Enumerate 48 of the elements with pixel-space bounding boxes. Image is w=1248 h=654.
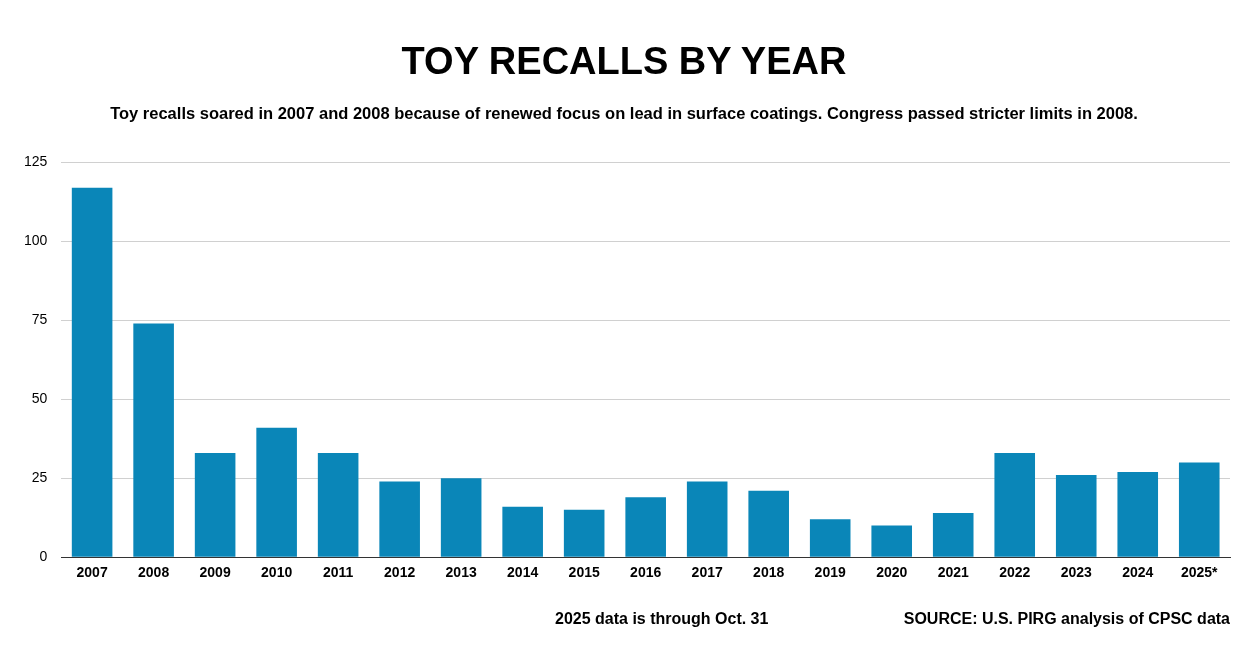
x-tick-label: 2018 — [753, 564, 785, 581]
x-tick-label: 2023 — [1060, 564, 1093, 581]
x-tick-label: 2017 — [691, 564, 723, 581]
bar — [748, 490, 789, 557]
bar — [994, 452, 1036, 557]
x-tick-label: 2009 — [199, 564, 231, 581]
bar — [809, 519, 851, 557]
y-tick-label: 50 — [31, 390, 48, 407]
source-note: SOURCE: U.S. PIRG analysis of CPSC data — [903, 610, 1230, 628]
bar — [256, 427, 297, 557]
bar — [1178, 462, 1220, 557]
chart-subtitle: Toy recalls soared in 2007 and 2008 because of renewed focus on lead in surface coatings. Congress passed stricter limits in 2008. — [109, 104, 1139, 123]
bar — [1055, 475, 1097, 557]
y-tick-label: 100 — [24, 232, 48, 249]
bar — [133, 323, 174, 557]
y-tick-label: 125 — [24, 153, 48, 170]
bar — [932, 512, 974, 557]
chart-title: TOY RECALLS BY YEAR — [400, 40, 848, 83]
x-tick-label: 2021 — [937, 564, 969, 581]
x-tick-label: 2011 — [322, 564, 354, 581]
y-tick-label: 75 — [31, 311, 48, 328]
x-tick-label: 2014 — [507, 564, 539, 581]
x-tick-label: 2013 — [445, 564, 477, 581]
text: 2025 data is through Oct. 31 — [555, 610, 769, 628]
x-tick-label: 2016 — [630, 564, 662, 581]
x-tick-label: 2007 — [76, 564, 108, 581]
x-tick-label: 2025* — [1180, 564, 1219, 581]
bar — [686, 481, 728, 557]
x-tick-label: 2024 — [1122, 564, 1154, 581]
x-tick-label: 2020 — [876, 564, 908, 581]
bar — [379, 481, 420, 557]
bar — [194, 452, 236, 557]
x-tick-label: 2012 — [384, 564, 416, 581]
bar — [1117, 471, 1159, 557]
bar — [71, 187, 113, 557]
bar — [502, 506, 543, 557]
x-tick-label: 2008 — [138, 564, 170, 581]
bar — [440, 478, 482, 557]
x-tick-label: 2019 — [814, 564, 846, 581]
x-tick-label: 2010 — [261, 564, 293, 581]
x-tick-label: 2022 — [999, 564, 1031, 581]
x-tick-label: 2015 — [568, 564, 600, 581]
bar — [625, 497, 666, 557]
bar — [317, 452, 359, 557]
y-tick-label: 25 — [31, 469, 48, 486]
y-tick-label: 0 — [39, 548, 48, 565]
bar — [563, 509, 605, 557]
bar — [871, 525, 913, 557]
